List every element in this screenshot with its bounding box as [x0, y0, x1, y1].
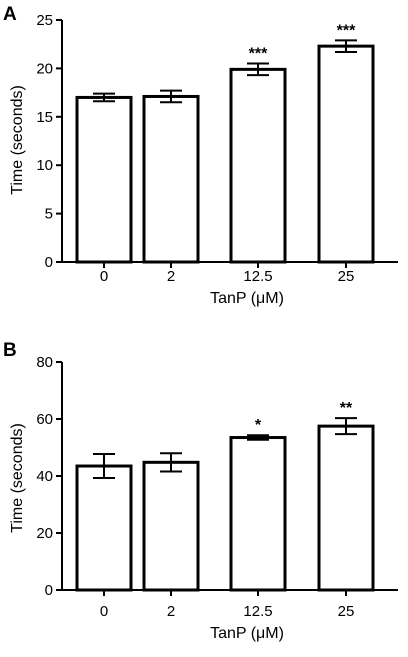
y-tick-label: 20	[36, 525, 53, 542]
error-bars-a	[93, 39, 357, 104]
bars-a	[75, 44, 375, 264]
bar	[142, 94, 200, 264]
x-tick-label: 12.5	[243, 603, 272, 620]
significance-marker: ***	[337, 22, 356, 39]
significance-marker: ***	[249, 46, 268, 63]
x-tick-label: 2	[167, 603, 175, 620]
bar	[142, 460, 200, 592]
x-tick-label: 25	[338, 268, 355, 285]
x-tick-label: 25	[338, 603, 355, 620]
y-tick-label: 80	[36, 354, 53, 371]
x-tick-label: 2	[167, 268, 175, 285]
y-tick-label: 15	[36, 109, 53, 126]
y-axis-label-a: Time (seconds)	[9, 85, 26, 195]
y-axis-label-b: Time (seconds)	[9, 423, 26, 533]
panel-label-b: B	[3, 340, 17, 361]
x-tick-label: 12.5	[243, 268, 272, 285]
y-tick-label: 0	[45, 582, 53, 599]
significance-a: *** ***	[249, 22, 356, 62]
bar	[229, 436, 287, 592]
bar	[317, 424, 375, 592]
y-tick-label: 20	[36, 60, 53, 77]
significance-b: ***	[255, 400, 353, 434]
significance-marker: *	[255, 417, 262, 434]
bar	[229, 67, 287, 264]
significance-marker: **	[340, 400, 353, 417]
panel-label-a: A	[3, 4, 17, 25]
bar	[75, 464, 133, 592]
x-axis-label-b: TanP (μM)	[210, 625, 284, 642]
error-bars-b	[93, 417, 357, 479]
y-tick-label: 25	[36, 12, 53, 29]
bars-b	[75, 424, 375, 592]
y-tick-label: 10	[36, 157, 53, 174]
x-tick-label: 0	[100, 603, 108, 620]
x-tick-label: 0	[100, 268, 108, 285]
y-tick-label: 60	[36, 411, 53, 428]
panel-a: A 0 5 10 15 20 25 0 2 12.5 25 *** *** Time (secon…	[3, 4, 398, 307]
x-axis-label-a: TanP (μM)	[210, 290, 284, 307]
y-tick-label: 40	[36, 468, 53, 485]
y-tick-label: 0	[45, 254, 53, 271]
y-ticks-b: 0 20 40 60 80	[36, 354, 62, 599]
y-tick-label: 5	[45, 206, 53, 223]
x-ticks-b: 0 2 12.5 25	[100, 590, 355, 620]
x-ticks-a: 0 2 12.5 25	[100, 262, 355, 285]
bar	[317, 44, 375, 264]
bar	[75, 95, 133, 264]
y-ticks-a: 0 5 10 15 20 25	[36, 12, 62, 271]
